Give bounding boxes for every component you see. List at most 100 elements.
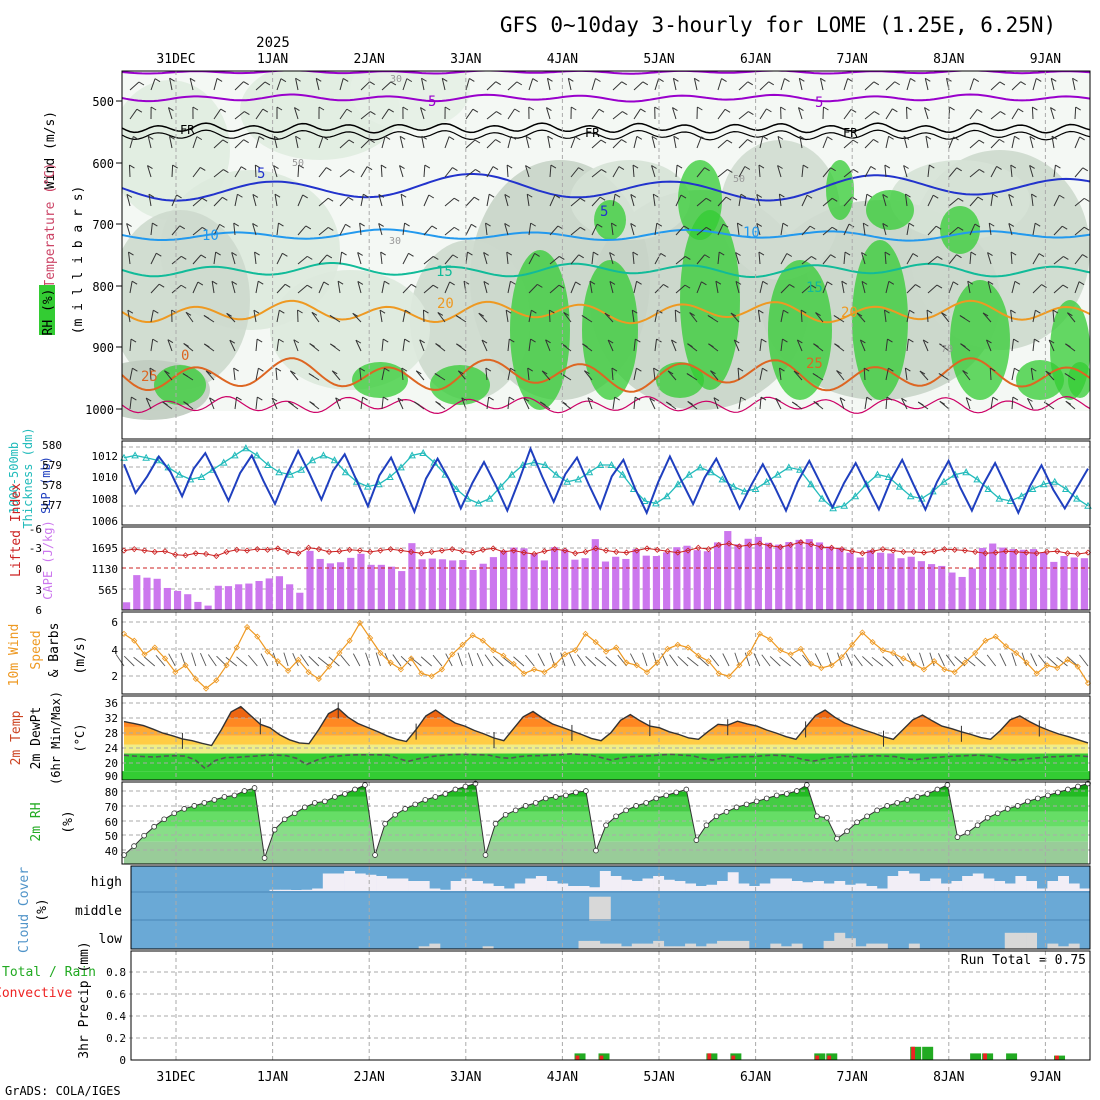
thickness-point: [1039, 480, 1048, 488]
wind-barb-flag: [448, 136, 455, 141]
cape-bar: [805, 539, 813, 610]
cloud-cover-bar: [418, 881, 430, 891]
wind-barb: [759, 339, 762, 352]
rh2m-tick: 80: [105, 786, 118, 799]
lifted-index-point: [161, 548, 169, 555]
precip-total-label: Total / Rain: [2, 965, 96, 980]
wind-barb-10m: [594, 656, 607, 667]
wind-barb-flag: [485, 367, 492, 372]
wind-barb: [885, 281, 890, 294]
wind-barb-flag: [651, 165, 657, 169]
wind-barb: [885, 108, 893, 120]
rh2m-point: [884, 803, 890, 809]
cloud-cover-bar: [312, 888, 324, 891]
cloud-cover-bar: [429, 888, 441, 891]
lifted-index-point: [531, 550, 538, 558]
lifted-index-point: [1074, 550, 1081, 558]
wind-speed-point: [490, 647, 497, 654]
lifted-index-point: [633, 547, 640, 554]
cloud-cover-bar: [642, 943, 654, 949]
rh2m-point: [573, 789, 579, 796]
wind10m-tick: 4: [111, 644, 118, 657]
precip-convective-bar: [827, 1055, 832, 1060]
wind-barb-flag: [526, 193, 533, 198]
wind-barb: [780, 310, 784, 323]
rh2m-point: [814, 813, 820, 820]
wind-barb-flag: [839, 397, 846, 402]
wind-barb: [693, 78, 698, 91]
cape-bar: [866, 550, 875, 610]
wind-barb: [226, 313, 236, 323]
wind-barb: [255, 397, 258, 410]
wind-speed-point: [684, 644, 692, 651]
cape-bar: [612, 556, 620, 610]
wind-barb-flag: [209, 397, 215, 402]
wind-barb-10m: [605, 656, 617, 667]
wind-barb-flag: [721, 78, 727, 82]
cloud-cover-bar: [1058, 946, 1069, 949]
wind-barb: [965, 397, 971, 410]
wind-barb-flag: [718, 251, 725, 256]
rh2m-point: [804, 782, 810, 788]
cape-frame: [121, 526, 1091, 611]
thickness-point: [962, 468, 970, 476]
wind-barb: [528, 253, 536, 265]
wind-barb-flag: [587, 397, 594, 402]
wind-barb-flag: [1017, 108, 1024, 113]
wind-speed-point: [377, 649, 384, 657]
wind-barb-flag: [456, 343, 462, 348]
wind-speed-point: [961, 659, 969, 666]
wind-barb: [150, 283, 160, 294]
cloud-cover-bar: [887, 876, 899, 891]
thickness-point: [773, 470, 782, 478]
wind-barb-flag: [874, 111, 880, 115]
wind-speed-point: [849, 641, 856, 648]
wind-barb-flag: [938, 373, 945, 377]
rh2m-point: [944, 782, 951, 788]
wind-barb: [570, 136, 576, 149]
wind-barb-10m: [761, 654, 771, 667]
wind-barb-flag: [756, 223, 762, 227]
wind-barb: [609, 252, 614, 265]
wind-barb: [1074, 281, 1080, 294]
lifted-index-point: [202, 550, 210, 558]
rh2m-point: [191, 803, 198, 809]
cloud-cover-bar: [1036, 888, 1048, 891]
wind-barb-10m: [722, 653, 730, 667]
wind-barb-flag: [416, 370, 422, 375]
wind-barb-flag: [727, 169, 733, 173]
wind-barb: [1050, 107, 1055, 120]
wind-barb: [843, 109, 852, 120]
wind-barb: [381, 397, 384, 410]
wind-barb-flag: [783, 309, 789, 314]
wind-barb-flag: [600, 139, 607, 144]
temp-band: [124, 709, 1088, 719]
cape-bar: [673, 547, 681, 610]
wind-barb-flag: [326, 254, 333, 259]
wind-barb-flag: [308, 373, 315, 377]
wind-barb: [231, 252, 236, 265]
wind-barb-flag: [762, 280, 768, 285]
wind-barb: [254, 164, 257, 178]
wind-barb: [801, 225, 811, 236]
wind-barb-10m: [845, 653, 853, 667]
wind-speed-point: [869, 639, 876, 646]
wind-barb-flag: [870, 166, 876, 170]
wind-speed-point: [315, 675, 322, 683]
wind-barb-flag: [531, 309, 537, 314]
lifted-index-point: [961, 547, 969, 554]
rh2m-point: [1024, 798, 1031, 805]
wind-barb-flag: [169, 135, 175, 140]
wind-barb: [570, 226, 581, 236]
wind-barb-flag: [200, 167, 206, 171]
wind-barb-flag: [614, 193, 621, 198]
wind-barb-flag: [596, 223, 603, 228]
thickness-point: [1050, 477, 1059, 485]
wind-barb: [483, 252, 488, 265]
wind-barb: [713, 397, 719, 410]
wind-barb: [171, 194, 178, 207]
wind-barb-flag: [831, 197, 838, 202]
wind-barb-flag: [252, 193, 259, 198]
wind-barb: [381, 281, 385, 294]
wind-barb-flag: [939, 400, 946, 405]
